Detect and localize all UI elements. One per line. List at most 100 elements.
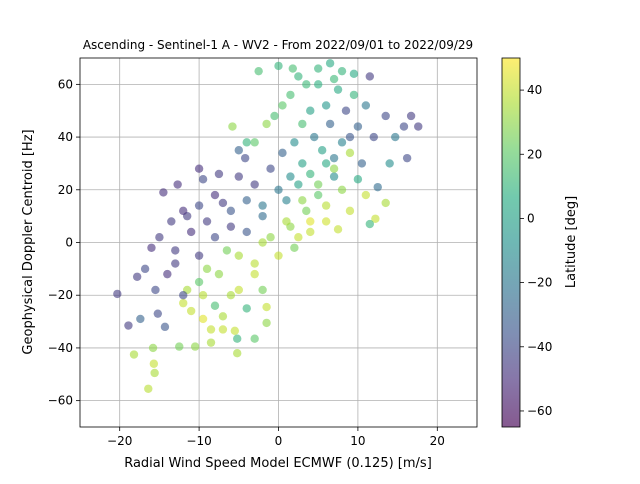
data-point [314,80,323,89]
data-point [194,251,204,260]
data-point [369,132,378,142]
data-point [234,251,243,260]
colorbar-tick-label: −20 [527,276,552,290]
data-point [242,196,251,205]
data-point [314,64,323,73]
y-tick-label: 20 [58,183,73,197]
data-point [233,349,242,358]
data-point [163,269,172,279]
data-point [298,196,307,205]
data-point [381,111,390,121]
colorbar-tick-label: 0 [527,211,535,225]
data-point [325,59,335,68]
data-point [258,285,267,295]
data-point [262,302,271,312]
y-tick-label: −40 [48,341,73,355]
data-point [155,233,164,242]
data-point [329,153,339,163]
data-point [345,206,355,216]
colorbar: −60 −40 −20 0 20 40 Latitude [deg] [501,57,579,428]
colorbar-tick-label: 20 [527,147,542,161]
data-point [240,153,250,163]
y-tick-label: −20 [48,288,73,302]
y-tick-label: 0 [65,236,73,250]
data-point [270,111,279,121]
data-point [262,318,271,328]
x-axis-ticks: −20 −10 0 10 20 [107,427,445,448]
data-point [282,217,291,226]
data-point [234,172,243,181]
data-point [288,64,297,73]
data-point [306,217,315,226]
data-point [234,285,243,295]
data-point [278,148,287,158]
data-point [230,326,240,335]
data-point [373,182,382,192]
data-point [132,272,142,281]
data-point [274,61,283,71]
data-point [218,325,228,334]
chart-title: Ascending - Sentinel-1 A - WV2 - From 20… [83,38,473,52]
data-point [190,342,200,351]
y-axis-ticks: −60 −40 −20 0 20 40 60 [48,77,80,408]
data-point [226,206,236,216]
data-point [353,122,363,131]
colorbar-gradient [502,58,520,427]
x-tick-label: −10 [186,434,211,448]
data-point [202,264,212,274]
data-point [286,90,295,100]
data-point [385,159,394,168]
data-point [206,325,216,334]
data-point [218,198,228,208]
data-point [194,164,204,173]
y-tick-label: 40 [58,130,73,144]
x-tick-label: −20 [107,434,132,448]
data-point [179,298,188,308]
data-point [345,132,355,142]
data-point [294,72,303,81]
data-point [254,66,263,76]
data-point [226,291,236,300]
x-axis-label: Radial Wind Speed Model ECMWF (0.125) [m… [124,456,432,471]
data-point [306,106,315,115]
data-point [414,122,423,131]
data-point [160,322,170,332]
data-point [381,198,390,208]
data-point [242,304,251,313]
data-point [399,122,409,131]
data-point [250,269,259,279]
data-point [113,289,122,299]
data-point [302,80,311,89]
data-point [144,384,153,393]
grid-lines [80,58,477,427]
data-point [365,219,375,229]
data-point [333,85,343,94]
data-point [140,264,150,274]
data-point [314,190,323,200]
data-point [171,259,180,268]
data-point [148,343,158,353]
data-point [242,227,251,237]
data-point [302,206,311,216]
data-point [357,159,367,168]
data-point [206,338,216,347]
data-point [226,222,236,231]
data-point [278,101,287,110]
data-points [113,59,423,393]
data-point [210,233,220,242]
data-point [361,101,371,110]
data-point [258,211,267,221]
data-point [149,359,159,368]
data-point [329,172,339,181]
data-point [242,138,251,147]
data-point [186,306,196,316]
data-point [321,217,331,226]
data-point [298,119,307,129]
data-point [406,111,416,121]
colorbar-tick-label: −60 [527,404,552,418]
data-point [345,148,355,158]
data-point [337,138,347,147]
data-point [136,314,145,324]
data-point [214,169,224,179]
